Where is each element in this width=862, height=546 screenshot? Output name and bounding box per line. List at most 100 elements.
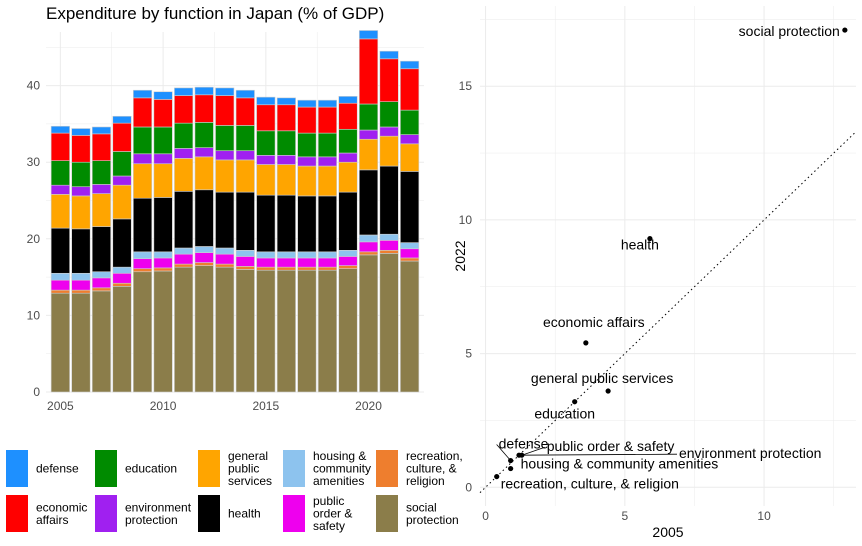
point-label-recreation-culture-religion: recreation, culture, & religion	[501, 476, 679, 492]
bar-defense-2008	[112, 115, 132, 124]
bar-defense-2013	[215, 87, 235, 96]
bar-recreation-culture-religion-2009	[133, 268, 153, 273]
bar-economic-affairs-2022	[400, 68, 420, 111]
bar-public-order-safety-2012	[194, 252, 214, 263]
point-recreation-culture-religion	[494, 473, 500, 480]
bar-environment-protection-2006	[71, 186, 91, 197]
bar-environment-protection-2007	[91, 184, 112, 194]
bar-housing-community-amenities-2011	[174, 247, 194, 255]
bar-defense-2017	[297, 99, 317, 108]
bar-environment-protection-2022	[400, 134, 420, 145]
point-label-economic-affairs: economic affairs	[543, 314, 645, 330]
bar-health-2005	[50, 227, 70, 274]
bar-education-2020	[358, 103, 379, 131]
bar-social-protection-2012	[194, 265, 214, 393]
bar-recreation-culture-religion-2021	[379, 249, 399, 254]
scatter-x-tick-label: 0	[482, 509, 489, 523]
point-label-general-public-services: general public services	[531, 370, 673, 386]
bar-education-2019	[338, 128, 358, 154]
bar-x-tick-label: 2020	[355, 399, 382, 413]
scatter-y-tick-label: 5	[465, 347, 472, 361]
bar-defense-2020	[358, 30, 379, 40]
legend-label-social-protection: social protection	[406, 500, 459, 527]
bar-general-public-services-2013	[215, 159, 235, 193]
bar-housing-community-amenities-2010	[153, 251, 173, 259]
bar-social-protection-2020	[358, 254, 379, 393]
bar-housing-community-amenities-2013	[215, 247, 235, 255]
bar-health-2009	[133, 197, 153, 253]
bar-environment-protection-2017	[297, 156, 317, 167]
bar-defense-2014	[235, 89, 255, 99]
bar-economic-affairs-2018	[317, 106, 337, 134]
bar-housing-community-amenities-2021	[379, 233, 399, 241]
legend-key-economic-affairs	[6, 495, 28, 532]
identity-reference-line	[479, 131, 857, 493]
bar-health-2022	[400, 171, 420, 243]
bar-y-tick-label: 0	[33, 385, 40, 399]
bar-public-order-safety-2021	[379, 240, 399, 251]
bar-public-order-safety-2018	[317, 257, 337, 268]
bar-social-protection-2013	[215, 266, 235, 393]
bar-environment-protection-2015	[256, 155, 276, 165]
legend-label-education: education	[125, 462, 177, 476]
bar-education-2013	[215, 125, 235, 152]
legend-key-public-order-safety	[283, 495, 305, 532]
bar-environment-protection-2014	[235, 150, 255, 161]
bar-economic-affairs-2013	[215, 95, 235, 126]
bar-environment-protection-2013	[215, 150, 235, 161]
bar-housing-community-amenities-2019	[338, 249, 358, 257]
legend-label-defense: defense	[36, 462, 79, 476]
bar-health-2015	[256, 194, 276, 253]
bar-economic-affairs-2015	[256, 104, 276, 132]
bar-recreation-culture-religion-2015	[256, 266, 276, 271]
legend-key-social-protection	[376, 495, 398, 532]
bar-housing-community-amenities-2006	[71, 272, 91, 281]
bar-education-2008	[112, 151, 132, 177]
bar-environment-protection-2010	[153, 153, 173, 165]
scatter-x-tick-label: 10	[757, 509, 771, 523]
bar-education-2017	[297, 132, 317, 158]
point-social-protection	[842, 27, 848, 33]
bar-housing-community-amenities-2017	[297, 251, 317, 259]
bar-defense-2005	[50, 125, 70, 134]
bar-economic-affairs-2010	[153, 99, 173, 128]
bar-defense-2006	[71, 128, 91, 136]
scatter-marks: social protection health economic affairs g…	[479, 23, 857, 493]
bar-general-public-services-2010	[153, 163, 173, 198]
bar-public-order-safety-2020	[358, 241, 379, 253]
bar-social-protection-2010	[153, 270, 173, 393]
bar-y-tick-label: 20	[27, 232, 41, 246]
bar-environment-protection-2012	[194, 147, 214, 158]
bar-x-tick-label: 2010	[150, 399, 177, 413]
bar-housing-community-amenities-2018	[317, 251, 337, 259]
bar-health-2020	[358, 169, 379, 236]
legend-label-health: health	[228, 507, 261, 521]
bar-education-2011	[174, 122, 194, 149]
bar-housing-community-amenities-2009	[133, 251, 153, 260]
bar-recreation-culture-religion-2022	[400, 257, 420, 262]
bar-recreation-culture-religion-2011	[174, 263, 194, 268]
legend-key-health	[198, 495, 220, 532]
bar-general-public-services-2014	[235, 159, 255, 193]
bar-recreation-culture-religion-2012	[194, 262, 214, 266]
bar-health-2018	[317, 195, 337, 253]
bar-economic-affairs-2006	[71, 135, 91, 163]
bar-economic-affairs-2011	[174, 95, 194, 124]
bar-general-public-services-2006	[71, 195, 91, 230]
point-environment-protection	[516, 452, 522, 458]
bar-education-2021	[379, 101, 399, 128]
point-label-defense: defense	[499, 436, 549, 452]
bar-general-public-services-2009	[133, 163, 153, 199]
bar-recreation-culture-religion-2007	[91, 287, 112, 292]
bar-general-public-services-2018	[317, 165, 337, 197]
point-health	[647, 236, 653, 242]
legend-label-general-public-services: general public services	[228, 449, 272, 488]
legend-key-recreation-culture-religion	[376, 450, 398, 487]
bar-education-2009	[133, 126, 153, 155]
bar-public-order-safety-2006	[71, 279, 91, 291]
bar-general-public-services-2017	[297, 165, 317, 197]
bar-housing-community-amenities-2005	[50, 272, 70, 281]
label-leader-environment-protection	[518, 453, 677, 456]
bar-public-order-safety-2022	[400, 248, 420, 259]
